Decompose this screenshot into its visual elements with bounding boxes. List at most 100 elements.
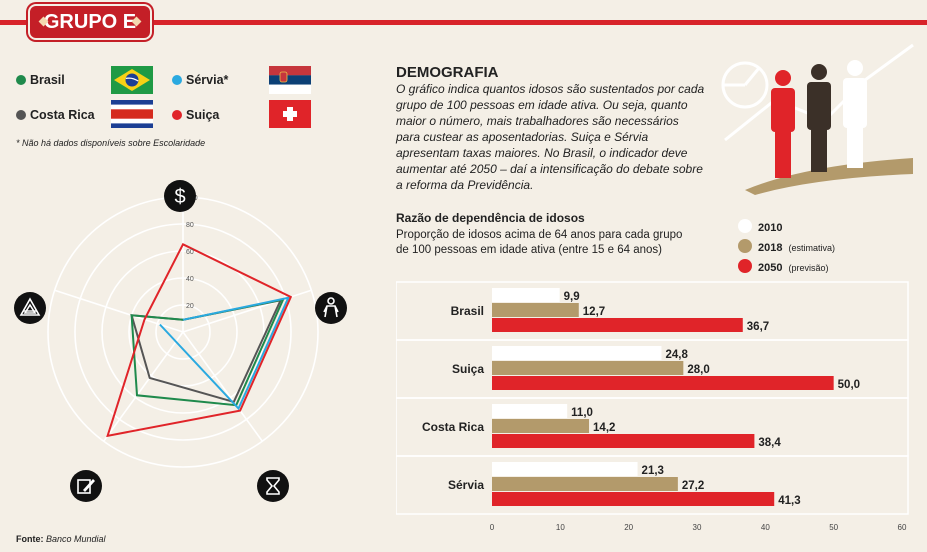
bar-group-box (396, 455, 909, 515)
bar-value-label: 38,4 (758, 437, 781, 449)
bar-value-label: 27,2 (682, 480, 704, 492)
source-label: Fonte: (16, 534, 44, 544)
white-figure (843, 60, 867, 168)
bar-value-label: 41,3 (778, 495, 800, 507)
bar-2050 (492, 318, 743, 332)
bar-value-label: 14,2 (593, 422, 615, 434)
footnote: * Não há dados disponíveis sobre Escolar… (16, 138, 206, 148)
bar-chart: Brasil Suiça Costa Rica Sérvia 9,912,7 36,7 2… (396, 281, 909, 532)
costa-rica-dot (16, 110, 26, 120)
dollar-icon: $ (164, 180, 196, 212)
category-label: Suiça (452, 362, 484, 376)
team-name-suica: Suiça (186, 108, 220, 122)
bar-chart-subtitle: Proporção de idosos acima de 64 anos par… (396, 229, 683, 256)
legend-2050: 2050 (previsão) (738, 259, 829, 274)
legend-2010: 2010 (738, 219, 782, 234)
bar-value-label: 36,7 (747, 321, 769, 333)
hourglass-icon (257, 470, 289, 502)
team-name-brasil: Brasil (30, 73, 65, 87)
radar-tick-label: 60 (186, 249, 194, 256)
red-figure (771, 70, 795, 178)
radar-tick-label: 20 (186, 303, 194, 310)
radar-chart: 20406080100 $ (14, 180, 347, 502)
section-title: DEMOGRAFIA (396, 64, 499, 81)
x-tick-label: 60 (898, 523, 907, 532)
radar-series (106, 242, 293, 438)
bar-2050 (492, 492, 775, 506)
legend-2050-note: (previsão) (788, 263, 829, 273)
bar-2010 (492, 462, 638, 476)
brazil-flag-icon (111, 66, 153, 94)
bar-2050 (492, 376, 834, 390)
servia-dot (172, 75, 182, 85)
group-banner: GRUPO E (30, 6, 150, 38)
x-tick-label: 0 (490, 523, 495, 532)
section-description: O gráfico indica quantos idosos são sust… (396, 82, 705, 192)
category-label: Costa Rica (422, 420, 484, 434)
elderly-figures-illustration (721, 43, 914, 195)
bar-value-label: 28,0 (687, 364, 709, 376)
legend-2010-label: 2010 (758, 222, 783, 234)
bar-chart-title: Razão de dependência de idosos (396, 211, 585, 225)
x-tick-label: 40 (761, 523, 770, 532)
radar-series-s-rvia (159, 296, 291, 411)
radar-series-sui-a (106, 242, 293, 438)
bar-2018 (492, 477, 678, 491)
radar-spoke (103, 331, 184, 442)
category-label: Sérvia (448, 478, 484, 492)
bar-value-label: 50,0 (838, 379, 860, 391)
bar-2018 (492, 419, 590, 433)
legend-2018-label: 2018 (758, 242, 783, 254)
person-icon (315, 292, 347, 324)
bar-2018 (492, 361, 684, 375)
bar-value-label: 11,0 (571, 407, 593, 419)
legend-2050-label: 2050 (758, 262, 783, 274)
bar-2010 (492, 404, 568, 418)
legend-team-costa-rica: Costa Rica (16, 108, 95, 122)
legend-2010-dot (738, 219, 752, 233)
bar-value-label: 21,3 (642, 465, 664, 477)
group-title: GRUPO E (43, 11, 137, 33)
brasil-dot (16, 75, 26, 85)
team-name-costa-rica: Costa Rica (30, 108, 95, 122)
x-tick-label: 20 (624, 523, 633, 532)
bar-chart-axis: 0 10 20 30 40 50 60 (490, 523, 907, 532)
serbia-flag-icon (269, 66, 311, 94)
source-value: Banco Mundial (46, 534, 106, 544)
bar-2018 (492, 303, 579, 317)
bar-chart-bars: 9,912,7 36,7 24,8 28,0 50,0 11,014,2 38,4 21,3 2… (492, 288, 860, 507)
header-rule (0, 20, 927, 25)
bar-value-label: 9,9 (564, 291, 580, 303)
bar-2010 (492, 288, 560, 302)
category-label: Brasil (451, 304, 484, 318)
radar-spoke (54, 289, 184, 333)
source-line: Fonte: Banco Mundial (16, 534, 106, 544)
x-tick-label: 50 (829, 523, 838, 532)
radar-spoke (182, 331, 263, 442)
pencil-icon (70, 470, 102, 502)
legend-2018-note: (estimativa) (788, 243, 835, 253)
bar-2050 (492, 434, 755, 448)
radar-tick-label: 40 (186, 276, 194, 283)
bar-2010 (492, 346, 662, 360)
bar-value-label: 12,7 (583, 306, 605, 318)
legend-2018-dot (738, 239, 752, 253)
bar-value-label: 24,8 (665, 349, 688, 361)
legend-team-suica: Suiça (172, 108, 219, 122)
team-name-servia: Sérvia* (186, 73, 229, 87)
legend-team-servia: Sérvia* (172, 73, 228, 87)
x-tick-label: 10 (556, 523, 565, 532)
suica-dot (172, 110, 182, 120)
costa-rica-flag-icon (111, 100, 153, 128)
switzerland-flag-icon (269, 100, 311, 128)
triangle-icon (14, 292, 46, 324)
x-tick-label: 30 (693, 523, 702, 532)
radar-spoke (182, 289, 312, 333)
legend-2050-dot (738, 259, 752, 273)
radar-tick-label: 80 (186, 222, 194, 229)
legend-2018: 2018 (estimativa) (738, 239, 835, 254)
svg-text:$: $ (174, 186, 185, 208)
radar-grid (47, 196, 319, 468)
legend-team-brasil: Brasil (16, 73, 65, 87)
bar-chart-frame: Brasil Suiça Costa Rica Sérvia (396, 281, 909, 515)
